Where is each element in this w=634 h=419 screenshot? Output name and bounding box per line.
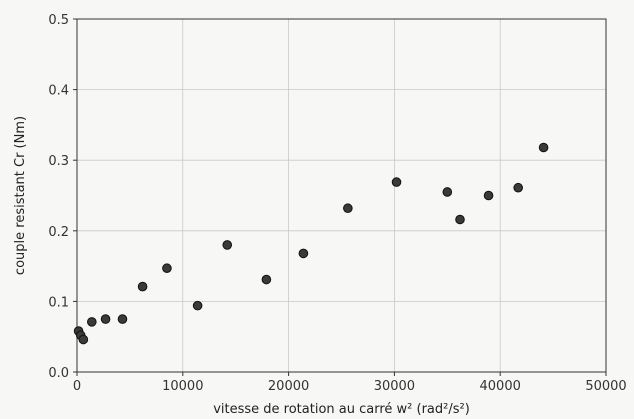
data-point [513, 182, 523, 193]
data-point [222, 240, 233, 250]
x-tick-label: 30000 [374, 379, 415, 394]
y-tick-label: 0.0 [48, 366, 69, 381]
data-point [538, 142, 549, 153]
x-tick-label: 40000 [480, 379, 521, 394]
data-point [261, 274, 272, 285]
data-points [73, 142, 549, 345]
x-tick-label: 50000 [585, 379, 626, 394]
x-tick-label: 20000 [268, 379, 309, 394]
data-point [455, 214, 465, 225]
y-tick-label: 0.5 [48, 13, 69, 28]
x-tick-label: 10000 [162, 379, 203, 394]
data-point [137, 281, 148, 292]
y-tick-label: 0.4 [48, 84, 69, 99]
y-axis-label: couple resistant Cr (Nm) [13, 116, 28, 275]
y-tick-label: 0.2 [48, 225, 69, 240]
data-point [117, 314, 128, 324]
plot-frame [76, 18, 607, 373]
data-point [391, 177, 402, 187]
data-point [343, 203, 353, 214]
data-point [78, 334, 89, 345]
data-point [100, 314, 111, 324]
data-point [442, 187, 453, 197]
y-tick-label: 0.3 [48, 154, 69, 169]
data-point [162, 263, 172, 274]
data-point [192, 300, 203, 311]
y-tick-label: 0.1 [48, 295, 69, 310]
grid-lines [76, 18, 607, 373]
data-point [483, 190, 494, 201]
data-point [298, 248, 309, 259]
data-point [87, 317, 97, 327]
x-axis-label: vitesse de rotation au carré w² (rad²/s²… [213, 402, 470, 417]
axis-ticks: 0 10000 20000 30000 40000 50000 0.0 0.1 0.2 0.3 0.… [48, 13, 626, 394]
x-tick-label: 0 [73, 379, 81, 394]
